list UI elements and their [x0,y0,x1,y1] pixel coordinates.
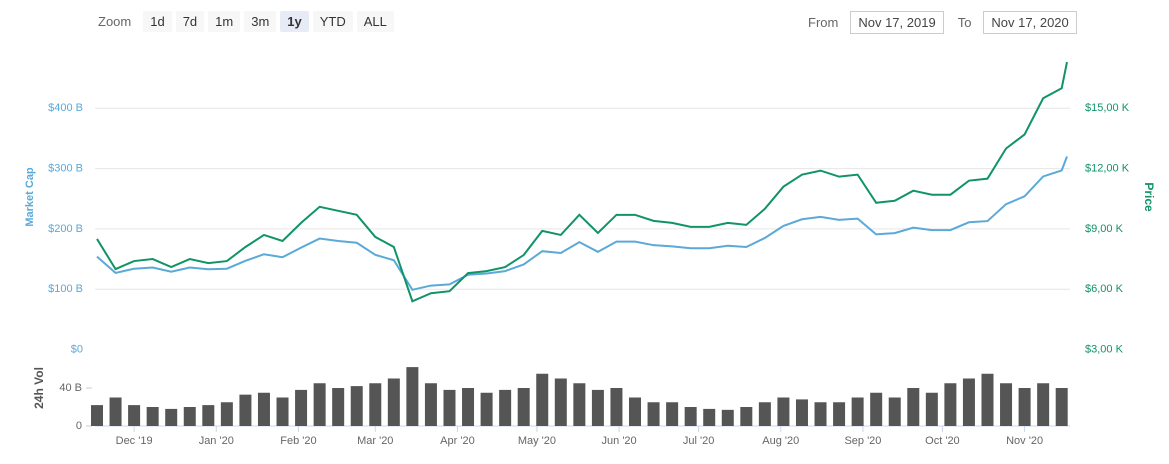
y2-axis-title: Price [1142,182,1156,212]
volume-bar [350,386,363,426]
volume-bar [220,402,233,426]
volume-bar [369,383,382,426]
volume-bar [554,378,567,426]
volume-bar [183,407,196,426]
volume-bar [684,407,697,426]
volume-bar [907,388,920,426]
zoom-button[interactable]: 7d [175,11,205,32]
volume-bar [629,397,642,426]
y-tick-label: $100 B [48,283,83,295]
x-tick-label: Jul '20 [683,435,714,447]
y2-tick-label: $6,00 K [1085,283,1124,295]
x-tick-label: Apr '20 [440,435,475,447]
volume-bar [721,409,734,426]
volume-bar [1037,383,1050,426]
volume-bar [981,373,994,426]
y2-tick-label: $9,00 K [1085,223,1124,235]
x-tick-label: Dec '19 [116,435,153,447]
y-axis-title: 24h Vol [32,367,46,409]
volume-bar [833,402,846,426]
volume-bar [851,397,864,426]
zoom-button[interactable]: 3m [244,11,277,32]
volume-bar [703,408,716,426]
volume-bar [202,405,215,426]
from-label: From [808,15,839,30]
volume-bar [91,405,103,426]
volume-bar [647,402,660,426]
volume-bar [1018,388,1031,426]
x-tick-label: Sep '20 [844,435,881,447]
x-tick-label: Mar '20 [357,435,393,447]
y-axis-title: Market Cap [24,167,36,227]
volume-bar [109,397,122,426]
volume-bar [276,397,289,426]
volume-bar [480,392,493,426]
volume-bar [591,389,604,426]
volume-bar [795,399,808,426]
x-tick-label: Feb '20 [280,435,316,447]
y-tick-label: 0 [76,420,82,432]
volume-bar [740,407,753,426]
x-tick-label: Aug '20 [762,435,799,447]
volume-bar [424,383,437,426]
x-tick-label: Oct '20 [925,435,960,447]
volume-bar [257,392,270,426]
volume-bar [777,397,790,426]
y-tick-label: $300 B [48,163,83,175]
series-line [96,61,1068,303]
volume-bar [573,383,586,426]
y2-tick-label: $3,00 K [1085,343,1124,355]
volume-bar [387,378,400,426]
volume-bar [666,402,679,426]
volume-bar [888,397,901,426]
volume-bar [925,392,938,426]
volume-bar [146,407,159,426]
volume-bar [536,373,549,426]
y2-tick-label: $12,00 K [1085,163,1130,175]
range-bar: From Nov 17, 2019 To Nov 17, 2020 [808,11,1077,34]
zoom-button[interactable]: 1d [143,11,172,32]
x-tick-label: May '20 [518,435,556,447]
volume-bar [610,388,623,426]
volume-bar [870,392,883,426]
zoom-button[interactable]: 1m [208,11,241,32]
x-tick-label: Nov '20 [1006,435,1043,447]
volume-bar [814,402,827,426]
volume-bar [758,402,771,426]
from-input[interactable]: Nov 17, 2019 [850,11,944,34]
volume-bar [165,408,178,426]
to-label: To [957,15,972,30]
zoom-button[interactable]: ALL [356,11,394,32]
volume-bar [128,405,141,426]
y-tick-label: $0 [71,343,83,355]
x-tick-label: Jun '20 [602,435,637,447]
volume-bar [332,388,345,426]
y2-tick-label: $15,00 K [1085,102,1130,114]
volume-bar [462,388,475,426]
zoom-button[interactable]: YTD [312,11,353,32]
volume-bar [239,394,252,426]
zoom-label: Zoom [98,14,132,29]
volume-bar [295,389,308,426]
volume-bar [313,383,326,426]
x-tick-label: Jan '20 [199,435,234,447]
volume-bar [517,388,530,426]
y-tick-label: 40 B [59,382,82,394]
y-tick-label: $200 B [48,223,83,235]
series-line [96,156,1068,291]
volume-bar [1055,388,1068,426]
volume-bar [499,389,512,426]
volume-bar [443,389,456,426]
volume-bar [1000,383,1013,426]
volume-bar [944,383,957,426]
y-tick-label: $400 B [48,102,83,114]
zoom-button[interactable]: 1y [280,11,309,32]
volume-bar [962,378,975,426]
volume-bar [406,367,419,426]
to-input[interactable]: Nov 17, 2020 [983,11,1077,34]
zoom-bar: Zoom 1d 7d 1m 3m 1y YTD ALL [98,11,398,32]
